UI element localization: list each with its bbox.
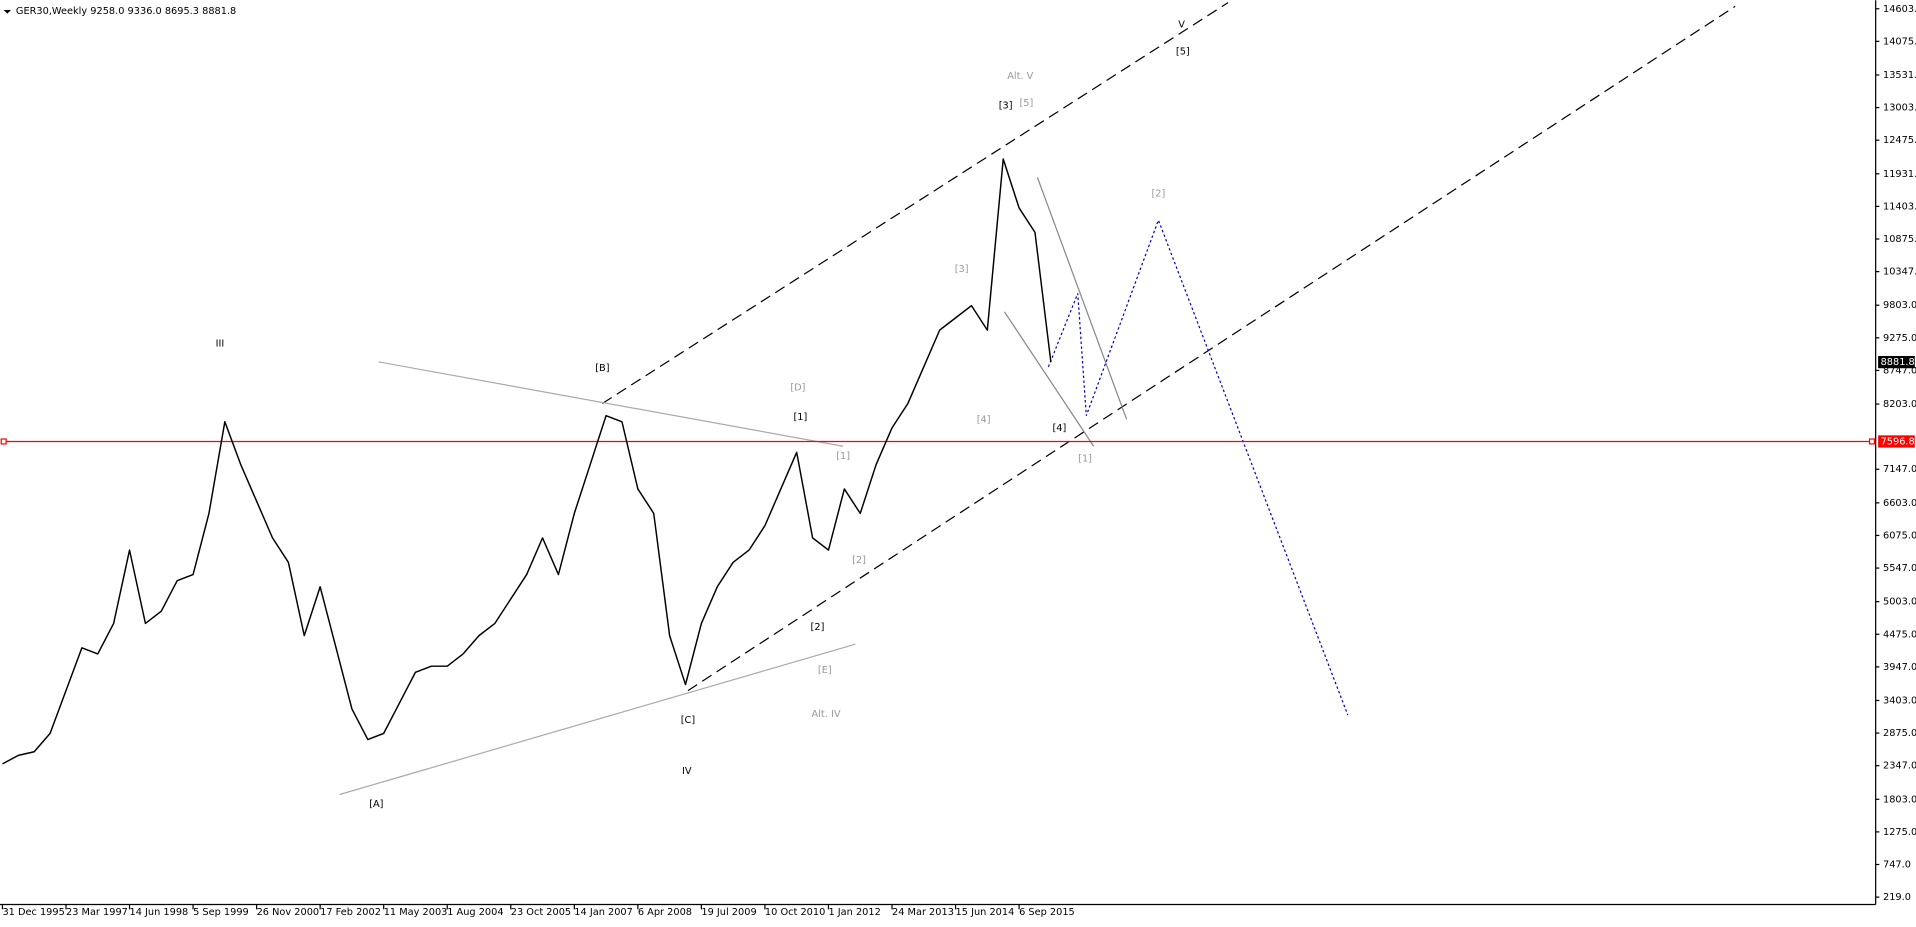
level-handle xyxy=(1868,438,1876,445)
y-tick-label: 9803.0 xyxy=(1883,300,1916,311)
y-tick-label: 9275.0 xyxy=(1883,333,1916,344)
wave-label: Alt. IV xyxy=(812,709,841,720)
y-tick-label: 219.0 xyxy=(1883,892,1911,903)
y-tick-label: 3403.0 xyxy=(1883,695,1916,706)
chart-title: GER30,Weekly 9258.0 9336.0 8695.3 8881.8 xyxy=(16,6,236,17)
x-tick-label: 23 Mar 1997 xyxy=(66,907,128,918)
lower-channel xyxy=(687,5,1736,692)
y-tick-label: 6603.0 xyxy=(1883,498,1916,509)
y-tick-label: 6075.0 xyxy=(1883,530,1916,541)
last-price-box xyxy=(1878,356,1915,369)
x-tick-label: 6 Apr 2008 xyxy=(638,907,692,918)
upper-channel xyxy=(602,2,1229,404)
y-tick-label: 5003.0 xyxy=(1883,597,1916,608)
x-tick-label: 6 Sep 2015 xyxy=(1019,907,1075,918)
x-tick-label: 14 Jan 2007 xyxy=(574,907,633,918)
x-tick-label: 26 Nov 2000 xyxy=(257,907,320,918)
y-tick-label: 7147.0 xyxy=(1883,464,1916,475)
wave-label: [1] xyxy=(793,412,807,423)
x-tick-label: 1 Jan 2012 xyxy=(828,907,880,918)
x-tick-label: 31 Dec 1995 xyxy=(2,907,64,918)
trend-lines xyxy=(339,2,1736,796)
y-tick-label: 747.0 xyxy=(1883,860,1911,871)
wave-label: Alt. V xyxy=(1007,71,1033,82)
last-price-label: 8881.8 xyxy=(1881,357,1915,368)
wave-label: [2] xyxy=(852,555,866,566)
wave-label: [5] xyxy=(1020,98,1034,109)
wave-label: [2] xyxy=(811,622,825,633)
wedge-bottom xyxy=(1003,311,1095,447)
y-tick-label: 13531.0 xyxy=(1883,70,1916,81)
menu-arrow xyxy=(3,9,11,14)
wave-label: IV xyxy=(682,766,692,777)
y-tick-label: 1803.0 xyxy=(1883,794,1916,805)
wave-label: [1] xyxy=(836,451,850,462)
triangle-top xyxy=(378,361,844,447)
wave-label: [B] xyxy=(595,363,609,374)
wave-label: [A] xyxy=(369,799,383,810)
x-tick-label: 10 Oct 2010 xyxy=(765,907,825,918)
y-tick-label: 3947.0 xyxy=(1883,662,1916,673)
wave-label: [E] xyxy=(818,665,832,676)
wave-label: [C] xyxy=(681,715,695,726)
y-tick-label: 8203.0 xyxy=(1883,399,1916,410)
y-tick-label: 10347.0 xyxy=(1883,267,1916,278)
wave-label: [3] xyxy=(999,100,1013,111)
x-tick-label: 14 Jun 1998 xyxy=(130,907,189,918)
y-tick-label: 10875.0 xyxy=(1883,234,1916,245)
x-tick-label: 1 Aug 2004 xyxy=(447,907,503,918)
wave-label: III xyxy=(216,339,225,350)
wave-label: [4] xyxy=(1052,423,1066,434)
wave-label: V xyxy=(1178,20,1185,31)
y-tick-label: 2347.0 xyxy=(1883,761,1916,772)
y-tick-label: 12475.0 xyxy=(1883,135,1916,146)
x-tick-label: 23 Oct 2005 xyxy=(511,907,571,918)
x-tick-label: 17 Feb 2002 xyxy=(320,907,381,918)
wave-label: [2] xyxy=(1151,188,1165,199)
y-tick-label: 4475.0 xyxy=(1883,629,1916,640)
x-tick-label: 11 May 2003 xyxy=(384,907,448,918)
wave-label: [4] xyxy=(977,414,991,425)
wedge-top xyxy=(1036,177,1128,420)
y-tick-label: 8747.0 xyxy=(1883,365,1916,376)
level-label: 7596.8 xyxy=(1881,436,1915,447)
triangle-bottom xyxy=(339,643,856,796)
y-tick-label: 13003.0 xyxy=(1883,103,1916,114)
wave-label: [3] xyxy=(955,264,969,275)
y-tick-label: 5547.0 xyxy=(1883,563,1916,574)
y-tick-label: 11931.0 xyxy=(1883,169,1916,180)
x-tick-label: 5 Sep 1999 xyxy=(193,907,249,918)
level-handle xyxy=(0,438,7,445)
x-tick-label: 19 Jul 2009 xyxy=(701,907,756,918)
y-tick-label: 2875.0 xyxy=(1883,728,1916,739)
price-line xyxy=(2,158,1052,765)
x-tick-label: 24 Mar 2013 xyxy=(892,907,954,918)
wave-label: [5] xyxy=(1176,47,1190,58)
wave-label: [1] xyxy=(1078,453,1092,464)
y-tick-label: 14603.0 xyxy=(1883,4,1916,15)
wave-label: [D] xyxy=(790,383,805,394)
y-tick-label: 1275.0 xyxy=(1883,827,1916,838)
y-tick-label: 14075.0 xyxy=(1883,36,1916,47)
y-tick-label: 11403.0 xyxy=(1883,201,1916,212)
projection xyxy=(1047,218,1349,716)
level-label-box xyxy=(1878,435,1915,448)
x-tick-label: 15 Jun 2014 xyxy=(956,907,1015,918)
